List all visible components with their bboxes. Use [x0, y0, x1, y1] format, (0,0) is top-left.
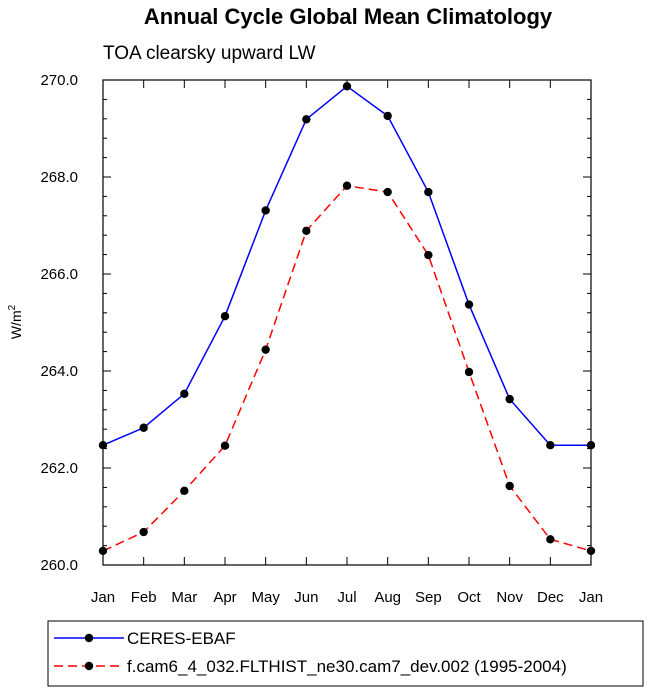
y-tick-label: 268.0	[40, 169, 78, 186]
x-tick-label: May	[251, 589, 280, 606]
data-point-0	[261, 206, 270, 215]
data-point-1	[383, 187, 392, 197]
data-point-0	[505, 394, 514, 404]
chart-subtitle: TOA clearsky upward LW	[103, 43, 316, 64]
x-tick-labels: Jan Feb Mar Apr May Jun Jul Aug Sep Oct Nov Dec Jan	[91, 589, 603, 606]
data-point-1	[424, 250, 433, 260]
legend-label-cam6: f.cam6_4_032.FLTHIST_ne30.cam7_dev.002 (…	[127, 657, 567, 676]
chart-title: Annual Cycle Global Mean Climatology	[144, 4, 553, 29]
data-point-0	[302, 115, 311, 124]
y-tick-label: 264.0	[40, 363, 78, 380]
y-tick-labels: 260.0 262.0 264.0 266.0 268.0 270.0	[40, 72, 78, 574]
data-point-1	[342, 181, 352, 190]
x-tick-label: Sep	[415, 589, 442, 606]
data-point-0	[464, 300, 474, 309]
data-point-0	[383, 111, 392, 121]
legend-box	[47, 620, 644, 687]
data-point-0	[180, 389, 189, 398]
plot-frame	[102, 79, 592, 566]
legend-marker-cam6	[84, 661, 94, 671]
y-tick-label: 270.0	[40, 72, 78, 89]
legend-label-ceres: CERES-EBAF	[127, 629, 236, 648]
x-tick-label: Apr	[213, 589, 236, 606]
data-point-0	[342, 82, 352, 91]
x-tick-label: Feb	[131, 589, 157, 606]
y-axis-label-text: W/m	[8, 310, 24, 339]
data-point-0	[139, 423, 148, 432]
data-point-1	[464, 367, 474, 377]
x-tick-label: Mar	[171, 589, 197, 606]
y-axis-label: W/m2	[7, 304, 24, 339]
data-point-1	[546, 535, 555, 544]
x-tick-label: Aug	[374, 589, 401, 606]
series-line-0	[102, 85, 591, 446]
axis-ticks	[102, 79, 592, 566]
data-point-0	[546, 441, 555, 450]
series-lines	[102, 85, 592, 552]
x-tick-label: Jan	[579, 589, 603, 606]
data-point-1	[505, 481, 514, 491]
data-point-1	[261, 345, 270, 354]
data-point-0	[220, 311, 230, 321]
y-axis-label-superscript: 2	[7, 304, 18, 310]
y-tick-label: 262.0	[40, 460, 78, 477]
x-tick-label: Nov	[496, 589, 523, 606]
data-point-1	[220, 441, 230, 450]
svg-text:W/m2: W/m2	[7, 304, 24, 339]
y-tick-label: 260.0	[40, 557, 78, 574]
x-tick-label: Dec	[537, 589, 564, 606]
data-point-1	[180, 486, 189, 495]
legend-marker-ceres	[84, 633, 94, 643]
series-line-1	[102, 184, 592, 552]
data-point-1	[139, 527, 148, 537]
legend: CERES-EBAF f.cam6_4_032.FLTHIST_ne30.cam…	[47, 620, 644, 687]
data-point-1	[302, 226, 311, 236]
x-tick-label: Jan	[91, 589, 115, 606]
x-tick-label: Jun	[294, 589, 318, 606]
data-point-0	[424, 187, 433, 197]
y-tick-label: 266.0	[40, 266, 78, 283]
series-markers	[98, 82, 596, 556]
x-tick-label: Jul	[337, 589, 356, 606]
x-tick-label: Oct	[457, 589, 481, 606]
